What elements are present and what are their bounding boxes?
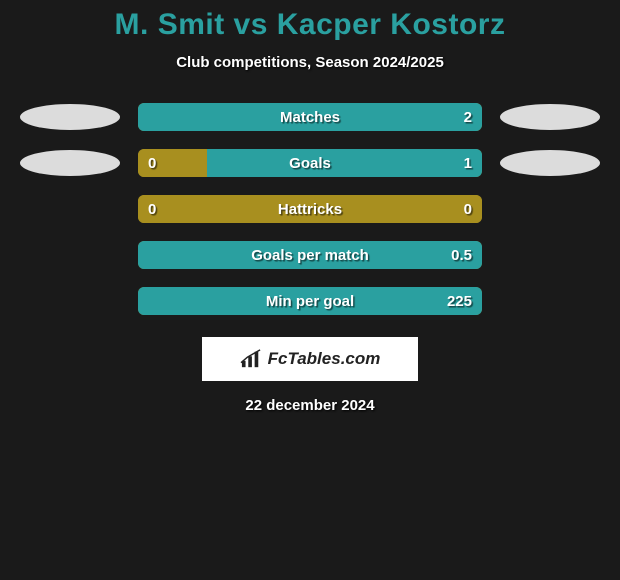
stat-row: 0.5Goals per match — [0, 241, 620, 269]
stat-row: 00Hattricks — [0, 195, 620, 223]
stat-label: Goals per match — [138, 241, 482, 269]
player-right-oval — [500, 150, 600, 176]
date-text: 22 december 2024 — [0, 397, 620, 414]
oval-placeholder — [20, 242, 120, 268]
stat-row: 225Min per goal — [0, 287, 620, 315]
stat-label: Matches — [138, 103, 482, 131]
stat-bar: 00Hattricks — [138, 195, 482, 223]
stat-label: Hattricks — [138, 195, 482, 223]
logo-text: FcTables.com — [268, 349, 381, 369]
player-left-oval — [20, 104, 120, 130]
oval-placeholder — [500, 288, 600, 314]
stat-label: Min per goal — [138, 287, 482, 315]
page-title: M. Smit vs Kacper Kostorz — [0, 8, 620, 42]
bar-chart-icon — [240, 349, 262, 369]
stat-row: 01Goals — [0, 149, 620, 177]
stat-row: 2Matches — [0, 103, 620, 131]
oval-placeholder — [20, 288, 120, 314]
oval-placeholder — [500, 242, 600, 268]
stat-rows: 2Matches 01Goals 00Hattricks 0.5Goals per m… — [0, 103, 620, 315]
source-logo: FcTables.com — [202, 337, 418, 381]
comparison-infographic: M. Smit vs Kacper Kostorz Club competiti… — [0, 0, 620, 414]
oval-placeholder — [500, 196, 600, 222]
stat-bar: 01Goals — [138, 149, 482, 177]
stat-bar: 225Min per goal — [138, 287, 482, 315]
subtitle: Club competitions, Season 2024/2025 — [0, 54, 620, 71]
stat-bar: 2Matches — [138, 103, 482, 131]
stat-bar: 0.5Goals per match — [138, 241, 482, 269]
oval-placeholder — [20, 196, 120, 222]
player-left-oval — [20, 150, 120, 176]
stat-label: Goals — [138, 149, 482, 177]
player-right-oval — [500, 104, 600, 130]
